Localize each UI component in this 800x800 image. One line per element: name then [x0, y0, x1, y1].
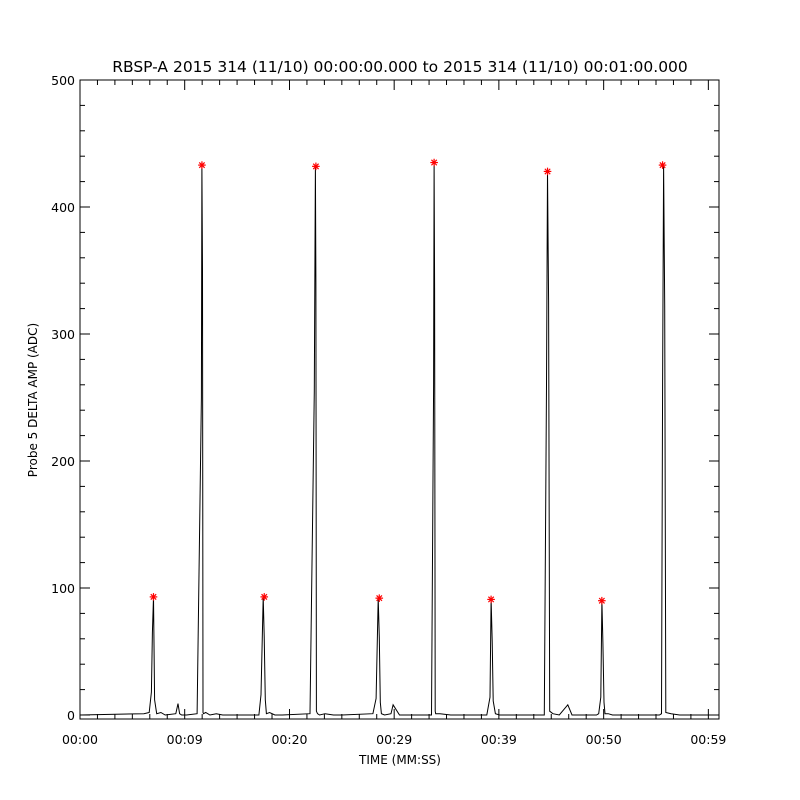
y-tick-label: 400	[51, 200, 75, 215]
peak-marker-stroke	[376, 595, 383, 602]
peak-marker-stroke	[150, 593, 157, 601]
x-tick-label: 00:09	[167, 732, 203, 747]
x-tick-label: 00:20	[271, 732, 307, 747]
x-tick-label: 00:50	[586, 732, 622, 747]
y-axis-title: Probe 5 DELTA AMP (ADC)	[26, 323, 40, 477]
peak-marker-stroke	[430, 159, 438, 166]
peak-marker	[658, 161, 667, 169]
peak-marker	[198, 161, 206, 169]
peak-marker-stroke	[544, 168, 551, 175]
peak-marker-stroke	[598, 597, 605, 604]
peak-marker-stroke	[659, 161, 666, 169]
plot-area	[79, 158, 719, 716]
y-tick-label: 500	[51, 73, 75, 88]
peak-marker-stroke	[312, 163, 320, 170]
series-line	[79, 162, 719, 716]
y-tick-label: 300	[51, 327, 75, 342]
y-tick-label: 200	[51, 454, 75, 469]
peak-marker-stroke	[261, 593, 268, 601]
peak-marker	[430, 158, 438, 167]
peak-marker	[487, 595, 495, 604]
chart-title: RBSP-A 2015 314 (11/10) 00:00:00.000 to …	[112, 58, 688, 76]
x-tick-label: 00:59	[690, 732, 726, 747]
x-tick-label: 00:39	[481, 732, 517, 747]
peak-marker-stroke	[487, 596, 495, 603]
peak-marker-stroke	[198, 161, 206, 169]
peak-marker	[543, 167, 552, 176]
peak-marker	[149, 593, 158, 601]
axis-ticks	[79, 79, 719, 719]
y-tick-label: 0	[67, 708, 75, 723]
x-axis-title: TIME (MM:SS)	[358, 753, 441, 767]
peak-marker	[312, 162, 320, 171]
tick-labels: 0 100 200 300 400 500 00:00 00:09 00:20 00:29 00:3…	[51, 73, 726, 747]
y-tick-label: 100	[51, 581, 75, 596]
peak-marker	[260, 593, 269, 601]
peak-marker	[598, 596, 606, 605]
peak-marker	[375, 594, 384, 602]
plot-frame	[79, 79, 720, 720]
x-tick-label: 00:00	[62, 732, 98, 747]
x-tick-label: 00:29	[376, 732, 412, 747]
